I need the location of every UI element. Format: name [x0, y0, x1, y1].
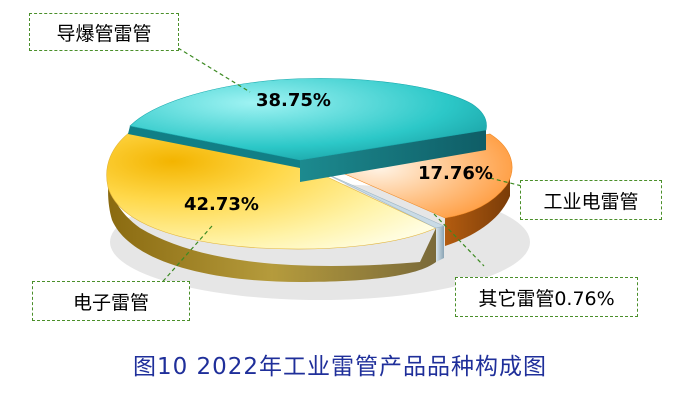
pie-slice-detonating[interactable] — [129, 78, 487, 161]
pie-slice-other[interactable] — [317, 169, 445, 229]
pct-label-detonating: 38.75% — [256, 90, 331, 111]
pct-label-electronic: 42.73% — [184, 194, 259, 215]
leader-industrial — [489, 177, 523, 187]
pie-slice-side-other — [436, 226, 444, 262]
chart-caption: 图10 2022年工业雷管产品品种构成图 — [132, 354, 548, 380]
legend-label-industrial: 工业电雷管 — [520, 180, 662, 220]
pct-label-industrial: 17.76% — [418, 163, 493, 184]
legend-label-other: 其它雷管0.76% — [455, 277, 638, 317]
legend-label-electronic: 电子雷管 — [32, 281, 190, 321]
pie-slice-industrial[interactable] — [320, 133, 513, 219]
pie-slice-side-detonating — [300, 130, 486, 182]
pie-slice-side-electronic — [108, 150, 437, 282]
leader-detonating — [177, 47, 251, 93]
pie-slice-electronic[interactable] — [106, 131, 437, 250]
pie-slice-side-detonating-left — [128, 126, 300, 168]
leader-other — [433, 213, 485, 267]
legend-label-detonating: 导爆管雷管 — [29, 13, 179, 51]
